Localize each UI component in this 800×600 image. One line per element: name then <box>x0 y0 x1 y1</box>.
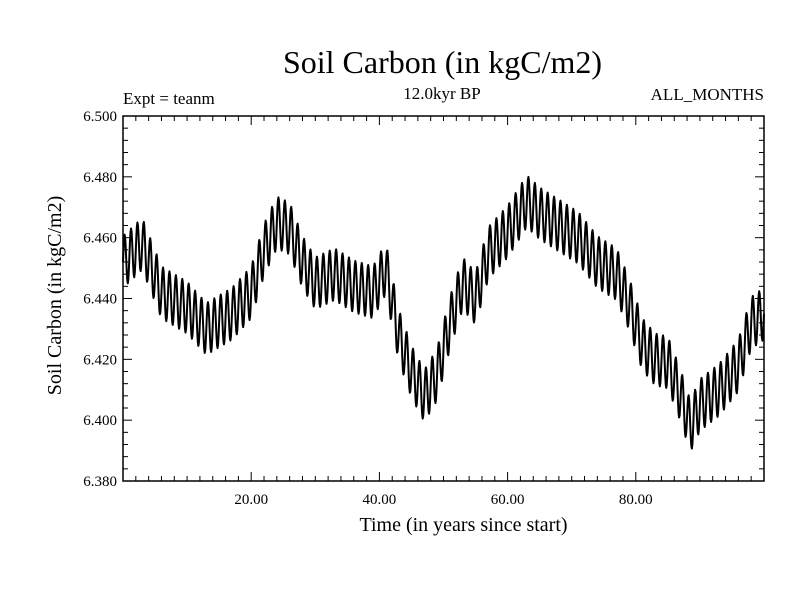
y-tick-label: 6.460 <box>83 231 117 247</box>
y-tick-label: 6.420 <box>83 352 117 368</box>
x-tick-label: 60.00 <box>491 492 525 508</box>
x-tick-label: 40.00 <box>363 492 397 508</box>
y-tick-label: 6.400 <box>83 413 117 429</box>
y-tick-label: 6.500 <box>83 109 117 125</box>
y-tick-label: 6.480 <box>83 170 117 186</box>
x-tick-label: 80.00 <box>619 492 653 508</box>
plot-frame <box>122 115 765 482</box>
y-axis-label: Soil Carbon (in kgC/m2) <box>44 196 66 395</box>
x-axis-label: Time (in years since start) <box>359 514 567 536</box>
period-label: 12.0kyr BP <box>403 84 481 103</box>
y-tick-label: 6.380 <box>83 474 117 490</box>
chart-title: Soil Carbon (in kgC/m2) <box>282 44 603 80</box>
series-line <box>122 175 765 450</box>
x-tick-label: 20.00 <box>234 492 268 508</box>
y-tick-label: 6.440 <box>83 292 117 308</box>
months-label: ALL_MONTHS <box>650 85 764 104</box>
experiment-label: Expt = teanm <box>123 89 215 108</box>
